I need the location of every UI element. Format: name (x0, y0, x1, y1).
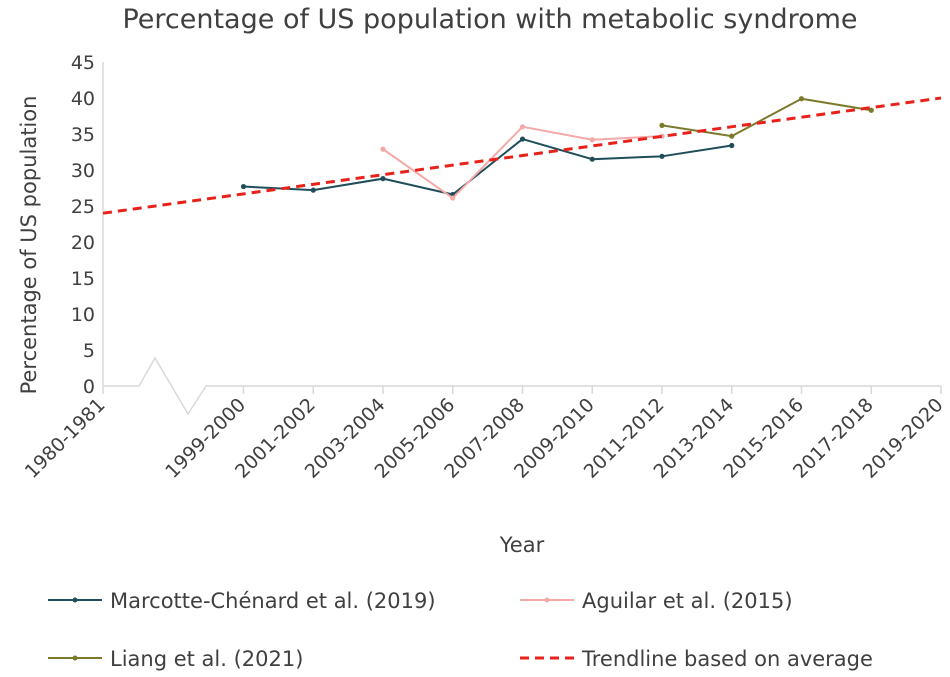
legend-entry-marcotte: Marcotte-Chénard et al. (2019) (48, 589, 436, 613)
legend-label-trendline: Trendline based on average (581, 647, 873, 671)
y-tick-label-45: 45 (71, 52, 95, 74)
series-1-point-2009-2010 (589, 137, 595, 143)
y-tick-label-15: 15 (71, 268, 95, 290)
legend-entry-trendline: Trendline based on average (520, 647, 873, 671)
y-tick-label-40: 40 (71, 88, 95, 110)
y-axis-title: Percentage of US population (17, 96, 41, 395)
series-line-2 (661, 97, 872, 138)
series-line-0 (243, 138, 732, 196)
legend-label-marcotte: Marcotte-Chénard et al. (2019) (110, 589, 436, 613)
legend-label-aguilar: Aguilar et al. (2015) (582, 589, 793, 613)
y-tick-label-20: 20 (71, 232, 95, 254)
series-0-point-1999-2000 (240, 183, 247, 190)
series-0-point-2007-2008 (519, 136, 526, 142)
x-axis-title: Year (499, 533, 545, 557)
legend-entry-aguilar: Aguilar et al. (2015) (520, 589, 793, 613)
series-0-point-2009-2010 (589, 156, 595, 162)
y-tick-label-35: 35 (71, 124, 95, 146)
legend-label-liang: Liang et al. (2021) (110, 647, 303, 671)
series-1-point-2007-2008 (519, 124, 526, 130)
series-2-point-2013-2014 (729, 133, 735, 139)
series-2-point-2017-2018 (868, 107, 874, 113)
y-tick-label-30: 30 (71, 160, 95, 182)
chart-title: Percentage of US population with metabol… (122, 4, 857, 35)
y-tick-label-5: 5 (83, 340, 95, 362)
legend-marker-aguilar (544, 597, 550, 603)
series-1-point-2005-2006 (450, 195, 456, 201)
axes (102, 62, 941, 416)
y-tick-label-0: 0 (83, 376, 95, 398)
series-0-point-2011-2012 (659, 153, 665, 159)
x-axis: 1980-1981 1999-20002001-20022003-20042005… (21, 386, 948, 483)
plot-area (102, 96, 942, 215)
legend-entry-liang: Liang et al. (2021) (48, 647, 303, 671)
x-axis-line-with-break (103, 356, 941, 416)
series-0-point-2013-2014 (729, 142, 735, 149)
legend-marker-liang (72, 655, 78, 661)
y-tick-label-10: 10 (71, 304, 95, 326)
y-tick-label-25: 25 (71, 196, 95, 218)
series-0-point-2001-2002 (310, 187, 316, 193)
x-tick-label-1980-1981: 1980-1981 (21, 394, 110, 483)
trendline (102, 96, 942, 215)
series-0-point-2003-2004 (380, 176, 386, 182)
legend: Marcotte-Chénard et al. (2019) Aguilar e… (48, 589, 873, 671)
series-2-point-2015-2016 (798, 96, 805, 102)
series-1-point-2003-2004 (380, 146, 386, 152)
legend-marker-marcotte (72, 597, 78, 603)
series-2-point-2011-2012 (659, 122, 665, 128)
y-axis: 0 5 10 15 20 25 30 35 40 45 (71, 52, 95, 398)
